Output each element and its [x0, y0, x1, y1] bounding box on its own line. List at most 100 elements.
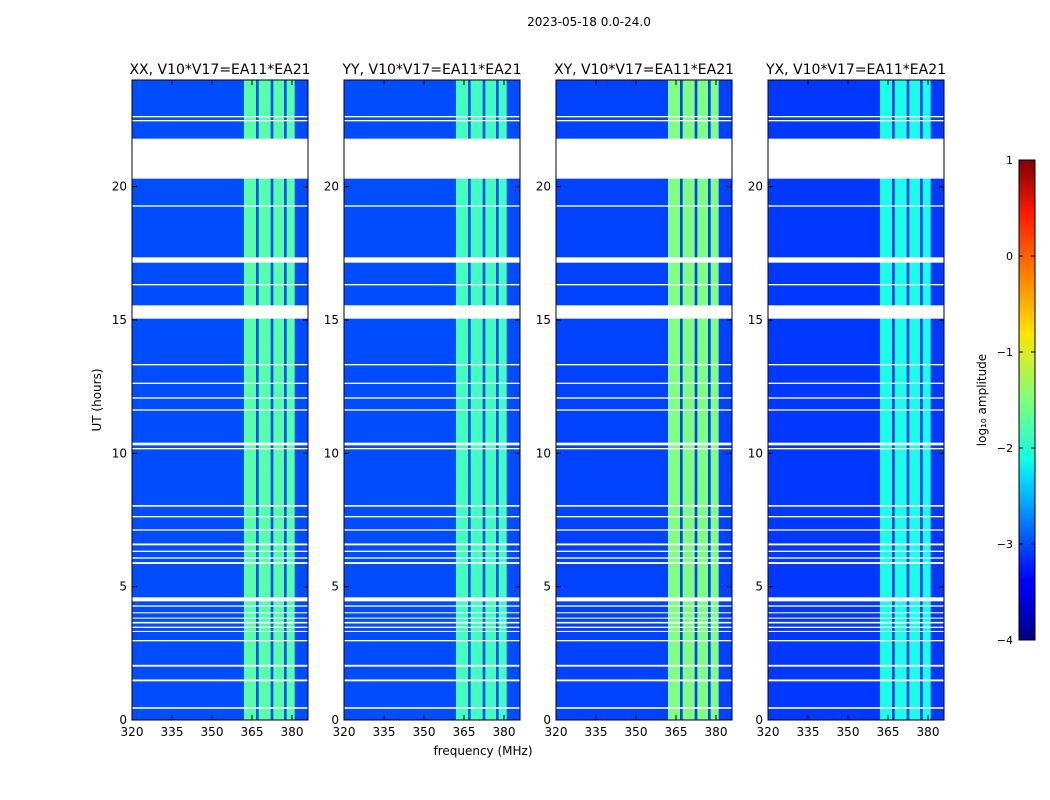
panel-frame: [767, 79, 945, 721]
colorbar-tick-label: 0: [1006, 250, 1013, 263]
colorbar-tick-label: −2: [997, 442, 1013, 455]
y-tick-label: 15: [536, 313, 551, 327]
y-tick-label: 20: [112, 180, 127, 194]
flagged-gap: [132, 605, 308, 607]
panel-title: XX, V10*V17=EA11*EA21: [129, 62, 310, 78]
flagged-gap: [132, 562, 308, 564]
flagged-gap: [556, 397, 732, 399]
flagged-gap: [132, 617, 308, 619]
colorbar-tick-label: 1: [1006, 154, 1013, 167]
flagged-gap: [132, 550, 308, 552]
flagged-gap: [344, 630, 520, 632]
colorbar: 1 0 −1 −2 −3 −4 log₁₀ amplitude: [975, 154, 1036, 647]
rfi-band: [258, 80, 271, 720]
colorbar-tick-label: −1: [997, 346, 1013, 359]
flagged-gap: [132, 505, 308, 507]
flagged-gap: [344, 640, 520, 642]
rfi-band: [668, 80, 680, 720]
flagged-gap: [132, 621, 308, 624]
flagged-gap: [768, 597, 944, 602]
flagged-gap: [132, 640, 308, 642]
panel-title: YX, V10*V17=EA11*EA21: [765, 62, 946, 78]
y-tick-label: 15: [748, 313, 763, 327]
flagged-gap: [768, 626, 944, 628]
flagged-gap: [556, 382, 732, 384]
panel-frame: [555, 79, 733, 721]
x-tick-label: 365: [453, 725, 476, 739]
flagged-gap: [556, 305, 732, 319]
colorbar-tick-label: −3: [997, 538, 1013, 551]
panel-frame: [343, 79, 521, 721]
flagged-gap: [768, 397, 944, 399]
flagged-gap: [556, 116, 732, 118]
flagged-gap: [344, 397, 520, 399]
flagged-gap: [556, 679, 732, 682]
flagged-gap: [344, 138, 520, 179]
x-tick-label: 350: [625, 725, 648, 739]
flagged-gap: [768, 284, 944, 286]
flagged-gap: [768, 543, 944, 546]
flagged-gap: [768, 364, 944, 366]
y-tick-label: 5: [119, 580, 127, 594]
colorbar-label: log₁₀ amplitude: [975, 354, 989, 446]
y-tick-label: 0: [543, 713, 551, 727]
flagged-gap: [344, 305, 520, 319]
x-tick-label: 380: [493, 725, 516, 739]
flagged-gap: [556, 364, 732, 366]
panel-title: XY, V10*V17=EA11*EA21: [554, 62, 734, 78]
flagged-gap: [344, 626, 520, 628]
y-tick-label: 15: [112, 313, 127, 327]
flagged-gap: [132, 284, 308, 286]
flagged-gap: [132, 397, 308, 399]
x-axis-label: frequency (MHz): [433, 744, 532, 758]
flagged-gap: [556, 562, 732, 564]
flagged-gap: [768, 116, 944, 118]
flagged-gap: [556, 557, 732, 559]
flagged-gap: [556, 257, 732, 263]
x-tick-label: 350: [413, 725, 436, 739]
x-tick-label: 335: [161, 725, 184, 739]
y-tick-label: 5: [543, 580, 551, 594]
flagged-gap: [556, 205, 732, 207]
panel-3: XY, V10*V17=EA11*EA21 320 335 350 365 380 0 5 10…: [536, 62, 734, 739]
y-tick-label: 20: [748, 180, 763, 194]
rfi-band: [922, 80, 931, 720]
flagged-gap: [556, 409, 732, 411]
x-tick-label: 320: [333, 725, 356, 739]
y-tick-label: 10: [536, 446, 551, 460]
flagged-gap: [768, 448, 944, 450]
rfi-band: [286, 80, 295, 720]
x-tick-label: 350: [837, 725, 860, 739]
flagged-gap: [132, 516, 308, 518]
flagged-gap: [556, 543, 732, 546]
flagged-gap: [768, 679, 944, 682]
panel-frame: [131, 79, 309, 721]
rfi-band: [244, 80, 256, 720]
flagged-gap: [556, 550, 732, 552]
figure-suptitle: 2023-05-18 0.0-24.0: [527, 15, 651, 29]
panel-4: YX, V10*V17=EA11*EA21 320 335 350 365 380 0 5 10…: [748, 62, 946, 739]
flagged-gap: [344, 617, 520, 619]
x-tick-label: 365: [241, 725, 264, 739]
x-tick-label: 365: [665, 725, 688, 739]
flagged-gap: [556, 707, 732, 709]
flagged-gap: [768, 562, 944, 564]
flagged-gap: [768, 617, 944, 619]
rfi-band: [682, 80, 695, 720]
flagged-gap: [344, 257, 520, 263]
flagged-gap: [556, 612, 732, 614]
flagged-gap: [132, 364, 308, 366]
flagged-gap: [768, 120, 944, 122]
x-tick-label: 335: [585, 725, 608, 739]
y-tick-label: 0: [331, 713, 339, 727]
flagged-gap: [768, 612, 944, 614]
flagged-gap: [132, 138, 308, 179]
panels: XX, V10*V17=EA11*EA21 320 335 350 365 380 0 5 10…: [112, 62, 946, 739]
flagged-gap: [344, 550, 520, 552]
rfi-band: [710, 80, 719, 720]
flagged-gap: [344, 664, 520, 667]
rfi-band: [273, 80, 284, 720]
y-tick-label: 5: [755, 580, 763, 594]
y-tick-label: 15: [324, 313, 339, 327]
y-tick-label: 0: [755, 713, 763, 727]
